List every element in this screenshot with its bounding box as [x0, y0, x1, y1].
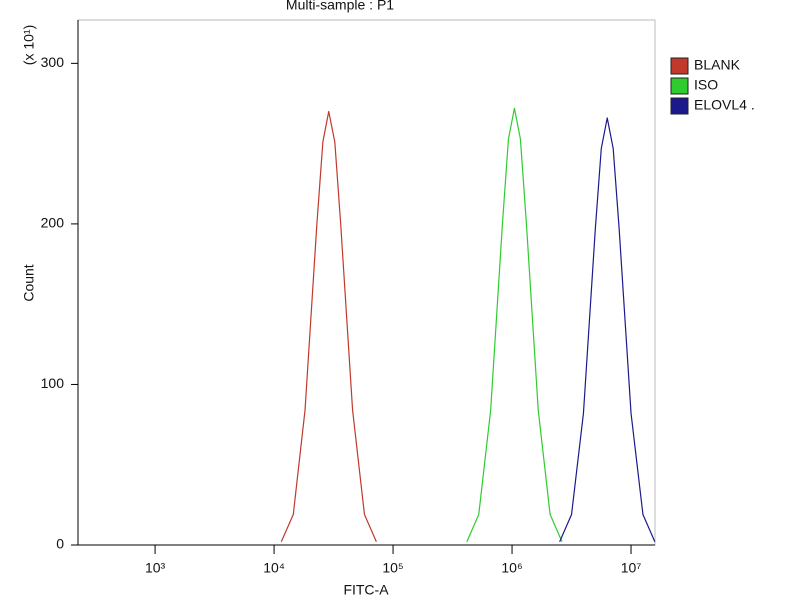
legend-label: ISO: [694, 77, 718, 93]
x-tick-label: 10⁶: [501, 560, 522, 576]
y-multiplier: (x 10¹): [21, 25, 37, 65]
y-axis-label: Count: [21, 264, 37, 301]
legend-label: BLANK: [694, 57, 741, 73]
y-tick-label: 100: [41, 375, 65, 391]
y-tick-label: 300: [41, 54, 65, 70]
x-tick-label: 10³: [145, 560, 166, 576]
series-line: [559, 117, 656, 543]
legend-swatch: [670, 77, 689, 95]
legend-swatch: [670, 57, 689, 75]
x-tick-label: 10⁷: [621, 560, 642, 576]
series-line: [280, 110, 377, 543]
y-tick-label: 0: [56, 536, 64, 552]
series-line: [466, 107, 563, 543]
x-tick-label: 10⁵: [382, 560, 403, 576]
x-tick-label: 10⁴: [263, 560, 285, 576]
legend-label: ELOVL4 .: [694, 97, 755, 113]
x-axis-label: FITC-A: [343, 582, 389, 598]
legend-swatch: [670, 97, 689, 115]
chart-title: Multi-sample : P1: [286, 0, 394, 13]
y-tick-label: 200: [41, 215, 65, 231]
